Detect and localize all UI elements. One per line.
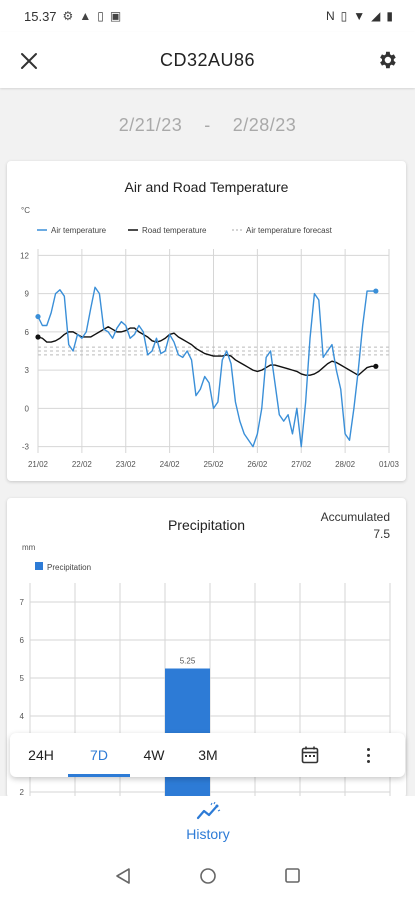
recents-icon[interactable] [285,868,300,883]
temp-xtick-label: 27/02 [291,460,312,469]
app-bar: CD32AU86 [0,32,415,88]
calendar-button[interactable] [300,745,320,765]
temperature-chart-card: Air and Road Temperature °C Air temperat… [7,161,406,481]
status-time: 15.37 [24,8,57,24]
legend-forecast-label: Air temperature forecast [246,226,333,235]
page-title: CD32AU86 [159,49,256,70]
range-tab-bar: 24H 7D 4W 3M [10,733,405,777]
calendar-icon [301,746,319,764]
road-start-point [35,334,41,340]
temp-xtick-label: 26/02 [247,460,268,469]
active-tab-indicator [68,774,130,777]
accumulated-label: Accumulated [320,510,390,524]
nfc-icon: N [325,9,335,23]
back-icon[interactable] [116,868,130,884]
more-options-button[interactable] [362,743,374,767]
legend-road-label: Road temperature [142,226,207,235]
settings-status-icon: ⚙ [62,9,74,23]
air-temperature-line [37,286,376,448]
wifi-icon: ▼ [353,9,366,23]
precipitation-chart-title: Precipitation [167,517,246,533]
accumulated-box: Accumulated 7.5 [321,509,390,543]
system-nav-bar [0,854,415,900]
precipitation-unit: mm [22,543,36,552]
temperature-chart-title: Air and Road Temperature [124,179,289,195]
status-bar: 15.37 ⚙ ▲ ▯ ▣ N ▯ ▼ ◢ ▮ [0,0,415,32]
temp-xtick-label: 25/02 [203,460,224,469]
temp-ytick-label: 3 [25,366,30,375]
home-icon[interactable] [200,868,216,884]
history-chart-icon [196,802,221,820]
date-end: 2/28/23 [232,114,297,135]
image-status-icon: ▣ [109,9,122,23]
precip-ytick-label: 5 [20,674,25,683]
temp-xtick-label: 01/03 [379,460,400,469]
date-start: 2/21/23 [118,114,183,135]
road-temperature-line [37,326,376,376]
temp-ytick-label: 12 [20,251,29,260]
temperature-unit: °C [21,206,30,215]
sim-status-icon: ▯ [97,9,104,23]
temp-xtick-label: 24/02 [160,460,181,469]
vibrate-icon: ▯ [340,9,348,23]
accumulated-value: 7.5 [373,527,390,541]
close-button[interactable] [16,48,42,74]
close-icon [21,53,37,69]
temp-xtick-label: 21/02 [28,460,49,469]
temp-xtick-label: 28/02 [335,460,356,469]
temp-ytick-label: 9 [25,290,30,299]
road-end-point [373,363,379,369]
precip-bar-label: 5.25 [180,657,196,666]
temp-ytick-label: 0 [25,404,30,413]
air-start-point [35,313,41,320]
date-separator: - [204,114,211,135]
tab-7d[interactable]: 7D [90,747,108,763]
battery-icon: ▮ [386,9,393,23]
precip-ytick-label: 4 [20,712,25,721]
air-end-point [373,288,379,294]
temp-xtick-label: 22/02 [72,460,93,469]
tab-4w[interactable]: 4W [143,747,165,763]
legend-air-label: Air temperature [51,226,107,235]
temp-ytick-label: -3 [22,443,30,452]
legend-precip-label: Precipitation [47,563,91,572]
temp-xtick-label: 23/02 [116,460,137,469]
temp-ytick-label: 6 [25,328,30,337]
precip-ytick-label: 6 [20,636,25,645]
tab-3m[interactable]: 3M [198,747,218,763]
more-icon [366,747,370,751]
date-range[interactable]: 2/21/23 - 2/28/23 [0,108,415,142]
legend-precip-swatch [35,562,43,570]
signal-icon: ◢ [371,9,381,23]
gear-icon [380,51,396,69]
nav-history-label: History [186,826,230,842]
bottom-nav: History [0,796,415,854]
temperature-chart[interactable]: °C Air temperature Road temperature Air … [7,161,406,481]
tab-24h[interactable]: 24H [28,747,54,763]
precip-ytick-label: 2 [20,788,25,797]
settings-button[interactable] [373,46,401,74]
warning-status-icon: ▲ [79,9,92,23]
nav-history[interactable]: History [168,802,248,852]
precip-ytick-label: 7 [20,598,25,607]
